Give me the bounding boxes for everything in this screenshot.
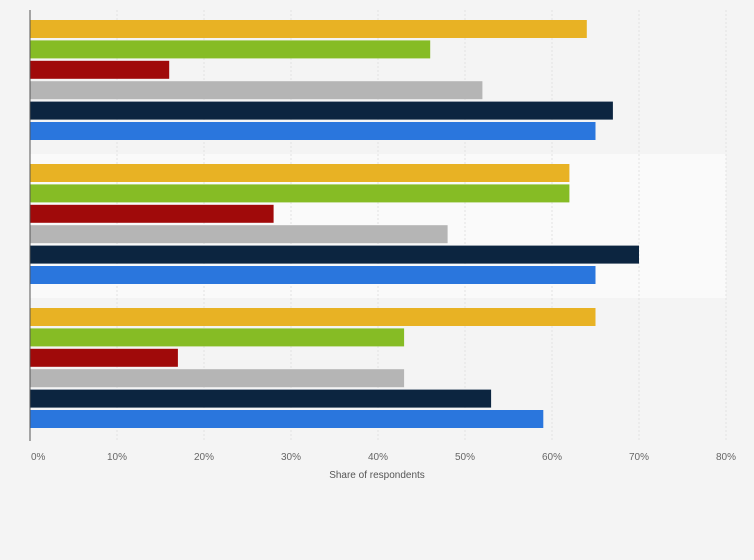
bar bbox=[30, 81, 483, 100]
x-tick-label: 60% bbox=[542, 452, 562, 463]
x-tick-label: 10% bbox=[107, 452, 127, 463]
bar bbox=[30, 122, 596, 140]
bar bbox=[30, 369, 405, 388]
x-tick-label: 80% bbox=[716, 452, 736, 463]
bar bbox=[30, 389, 492, 408]
x-tick-label: 20% bbox=[194, 452, 214, 463]
bar bbox=[30, 20, 587, 38]
x-axis-ticks: 0% 10% 20% 30% 40% 50% 60% 70% 80% bbox=[31, 452, 736, 463]
bar bbox=[30, 101, 613, 120]
bar bbox=[30, 184, 570, 203]
bar bbox=[30, 245, 639, 264]
bars bbox=[30, 20, 639, 428]
x-tick-label: 40% bbox=[368, 452, 388, 463]
bar bbox=[30, 225, 448, 244]
bar bbox=[30, 348, 178, 367]
x-tick-label: 30% bbox=[281, 452, 301, 463]
bar bbox=[30, 164, 570, 182]
bar bbox=[30, 266, 596, 284]
x-tick-label: 70% bbox=[629, 452, 649, 463]
x-axis-title: Share of respondents bbox=[329, 470, 425, 481]
x-tick-label: 50% bbox=[455, 452, 475, 463]
bar bbox=[30, 328, 405, 347]
bar bbox=[30, 60, 170, 79]
bar bbox=[30, 308, 596, 326]
bar bbox=[30, 410, 544, 428]
bar bbox=[30, 204, 274, 223]
bar bbox=[30, 40, 431, 59]
x-tick-label: 0% bbox=[31, 452, 46, 463]
